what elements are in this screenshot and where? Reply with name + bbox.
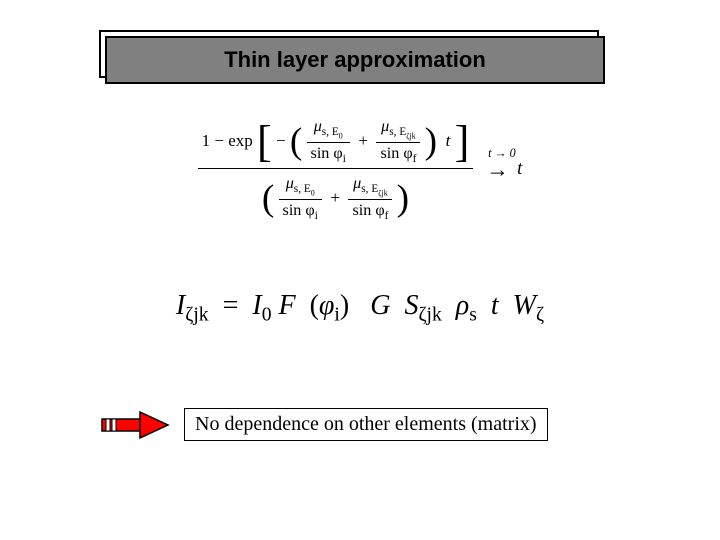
left-paren-icon: ( [290,127,302,157]
right-paren-den-icon: ) [397,184,409,214]
eq2-S: S [404,290,418,321]
eq2-t: t [491,290,499,321]
equation-limit: 1 − exp [ − ( μs, E0 sin φi + μs, Eζjk s… [100,118,620,222]
slide: Thin layer approximation 1 − exp [ − ( μ… [0,0,720,540]
eq1-num-t: t [446,131,451,150]
eq2-lhs: I [176,290,185,321]
limit-label: t → 0 [488,146,516,161]
arrow-right-icon [100,410,170,440]
eq2-W: W [513,290,536,321]
conclusion-text: No dependence on other elements (matrix) [195,413,537,435]
conclusion-note: No dependence on other elements (matrix) [184,408,548,441]
eq2-G: G [370,290,390,321]
eq1-rhs: t [517,158,522,179]
eq2-rho: ρ [456,290,469,321]
eq2-equals: = [223,290,239,321]
left-paren-den-icon: ( [262,184,274,214]
eq1-one-minus-exp: 1 − exp [202,131,253,150]
title-banner: Thin layer approximation [105,36,605,84]
right-bracket-icon: ] [455,124,470,159]
eq2-F: F [278,290,295,321]
right-paren-icon: ) [425,127,437,157]
conclusion-row: No dependence on other elements (matrix) [100,408,548,441]
equation-intensity: Iζjk = I0 F (φi) G Sζjk ρs t Wζ [80,290,640,327]
left-bracket-icon: [ [257,124,272,159]
title-text: Thin layer approximation [224,47,486,73]
limit-arrow: t → 0 → [486,157,509,183]
eq2-I0: I [252,290,261,321]
mu1: μ [314,118,322,135]
